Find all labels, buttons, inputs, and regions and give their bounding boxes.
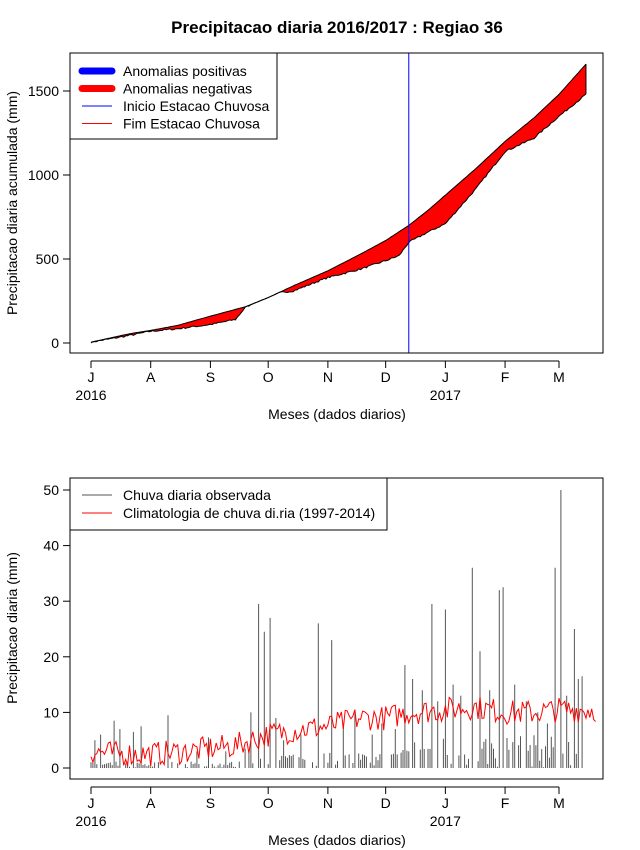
accumulated-x-tick-label: O (263, 369, 274, 385)
accumulated-x-tick-label: J (88, 369, 95, 385)
daily-x-tick-label: M (553, 795, 565, 811)
daily-legend-label: Climatologia de chuva di.ria (1997-2014) (123, 505, 375, 521)
daily-chart: 0 10 20 30 40 50 J A S O N D J F M 2016 2017 Meses (dad… (4, 477, 604, 848)
daily-y-label: Precipitacao diaria (mm) (4, 552, 20, 704)
daily-year-label: 2017 (430, 813, 461, 829)
observed-accumulated-line (90, 93, 587, 344)
accumulated-x-tick-label: F (501, 369, 510, 385)
daily-x-tick-label: J (88, 795, 95, 811)
accumulated-plot-area (90, 53, 587, 353)
daily-x-tick-label: O (263, 795, 274, 811)
accumulated-y-tick-label: 500 (36, 251, 60, 267)
accumulated-x-tick-label: N (323, 369, 333, 385)
accumulated-x-tick-label: J (442, 369, 449, 385)
accumulated-chart: 0 500 1000 1500 J A S O N D J F M 2016 2017 Meses (da… (4, 52, 604, 422)
daily-y-tick-label: 50 (43, 482, 59, 498)
accumulated-x-tick-label: M (553, 369, 565, 385)
accumulated-x-tick-label: S (206, 369, 215, 385)
daily-legend-box (69, 477, 388, 531)
daily-legend: Chuva diaria observada Climatologia de ch… (69, 477, 388, 531)
daily-x-tick-label: S (206, 795, 215, 811)
daily-y-tick-label: 10 (43, 704, 59, 720)
accumulated-legend-box (69, 52, 278, 140)
accumulated-x-tick-label: D (381, 369, 391, 385)
accumulated-y-axis: 0 500 1000 1500 (28, 83, 71, 351)
daily-x-tick-label: N (323, 795, 333, 811)
climatology-accumulated-line (90, 63, 587, 343)
chart-title: Precipitacao diaria 2016/2017 : Regiao 3… (171, 18, 503, 37)
accumulated-legend-label: Anomalias positivas (123, 63, 247, 79)
accumulated-legend-label: Anomalias negativas (123, 81, 252, 97)
accumulated-x-tick-label: A (146, 369, 156, 385)
daily-y-tick-label: 20 (43, 649, 59, 665)
daily-y-axis: 0 10 20 30 40 50 (43, 482, 71, 776)
daily-y-tick-label: 0 (51, 760, 59, 776)
accumulated-x-label: Meses (dados diarios) (268, 406, 406, 422)
daily-x-axis: J A S O N D J F M 2016 2017 (75, 786, 565, 829)
daily-plot-area (90, 490, 596, 768)
climatology-daily-line (90, 696, 596, 767)
accumulated-legend: Anomalias positivas Anomalias negativasIn… (69, 52, 278, 140)
daily-x-tick-label: A (146, 795, 156, 811)
daily-y-tick-label: 30 (43, 593, 59, 609)
accumulated-y-label: Precipitacao diaria acumulada (mm) (4, 91, 20, 315)
accumulated-year-label: 2016 (75, 387, 106, 403)
accumulated-y-tick-label: 1000 (28, 167, 59, 183)
daily-x-tick-label: F (501, 795, 510, 811)
accumulated-year-label: 2017 (430, 387, 461, 403)
daily-year-label: 2016 (75, 813, 106, 829)
daily-x-tick-label: J (442, 795, 449, 811)
daily-x-tick-label: D (381, 795, 391, 811)
accumulated-legend-label: Inicio Estacao Chuvosa (123, 98, 270, 114)
accumulated-legend-label: Fim Estacao Chuvosa (123, 116, 260, 132)
accumulated-y-tick-label: 0 (51, 335, 59, 351)
accumulated-y-tick-label: 1500 (28, 83, 59, 99)
daily-y-tick-label: 40 (43, 538, 59, 554)
daily-legend-label: Chuva diaria observada (123, 487, 271, 503)
daily-x-label: Meses (dados diarios) (268, 832, 406, 848)
accumulated-x-axis: J A S O N D J F M 2016 2017 (75, 360, 565, 403)
